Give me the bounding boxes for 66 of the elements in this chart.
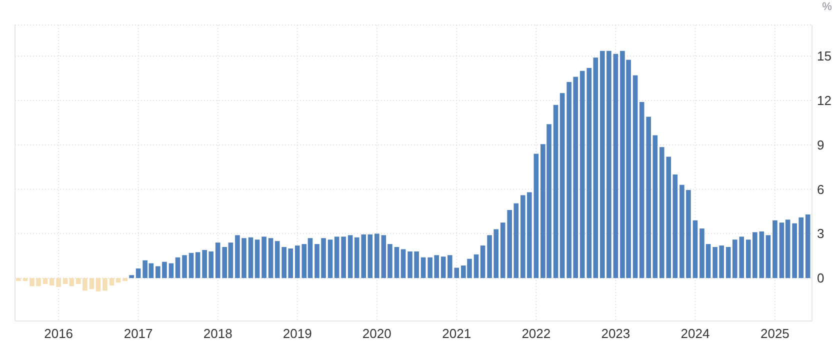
y-tick-label: 12 [817, 92, 832, 108]
x-tick-label: 2016 [44, 326, 74, 341]
bar [89, 278, 94, 290]
bar [420, 257, 426, 278]
y-tick-label: 15 [817, 48, 832, 64]
bar [168, 263, 174, 278]
x-tick-label: 2022 [522, 326, 551, 341]
bar [182, 255, 187, 278]
bar [672, 174, 678, 278]
bar [400, 249, 406, 278]
bar [480, 246, 486, 278]
bar [188, 252, 194, 278]
bar [175, 257, 180, 278]
bar [500, 222, 506, 278]
bar [49, 278, 54, 286]
bar [805, 214, 810, 278]
x-tick-label: 2021 [442, 326, 472, 341]
bar [248, 237, 254, 278]
bar [553, 104, 558, 278]
bar [22, 278, 28, 282]
bar [766, 235, 771, 278]
bar [560, 93, 565, 278]
bar [692, 220, 698, 278]
bar [613, 54, 618, 278]
bar [348, 235, 353, 278]
bar [122, 278, 128, 282]
x-tick-label: 2020 [362, 326, 392, 341]
y-axis-title: % [822, 1, 832, 13]
y-tick-label: 0 [817, 270, 824, 286]
bar [394, 247, 400, 278]
bar [129, 275, 134, 278]
bar [96, 278, 101, 292]
x-tick-label: 2025 [760, 326, 790, 341]
bar [639, 102, 644, 278]
bar [268, 238, 274, 278]
bar [42, 278, 48, 284]
x-tick-label: 2019 [282, 326, 312, 341]
x-tick-label: 2024 [680, 326, 710, 341]
y-tick-label: 6 [817, 182, 824, 197]
x-tick-label: 2018 [203, 326, 232, 341]
bar [109, 278, 114, 286]
bar [726, 247, 731, 278]
bar [136, 268, 141, 278]
bar [274, 241, 280, 278]
bar [195, 252, 200, 278]
bar [534, 154, 539, 278]
y-tick-label: 3 [817, 226, 824, 242]
bar [334, 236, 340, 278]
bar [16, 278, 21, 282]
bar [341, 236, 346, 278]
bar [56, 278, 61, 287]
bar [116, 278, 121, 283]
bar [328, 240, 333, 278]
bar [254, 240, 260, 278]
y-tick-label: 9 [817, 137, 824, 152]
bar [102, 278, 108, 291]
bar [215, 242, 220, 278]
bar [772, 220, 778, 278]
bar [262, 236, 266, 278]
bar [374, 234, 380, 278]
x-tick-label: 2023 [601, 326, 630, 341]
bar [632, 75, 638, 278]
bar [474, 254, 479, 278]
x-tick-label: 2017 [124, 326, 153, 341]
bar [759, 231, 764, 278]
bar [440, 256, 446, 278]
